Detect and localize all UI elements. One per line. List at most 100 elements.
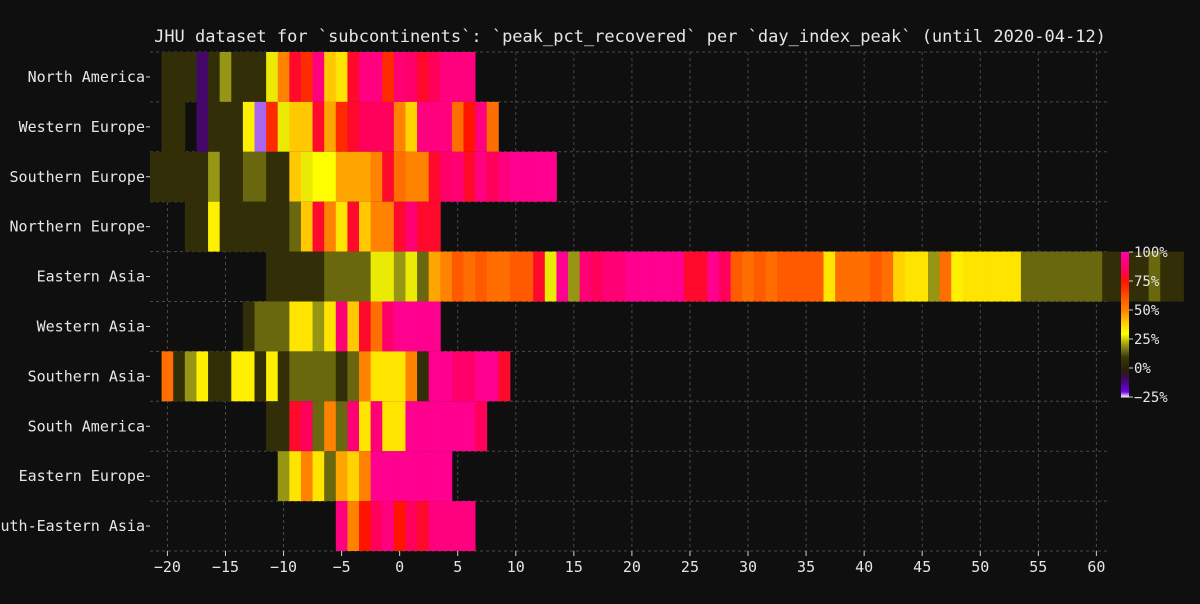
heatmap-cell [173,52,186,102]
heatmap-cell [347,451,360,502]
colorbar-segment [1121,270,1129,273]
heatmap-cell [1009,251,1022,302]
colorbar-segment [1121,284,1129,287]
heatmap-cell [208,151,221,202]
heatmap-cell [196,52,209,102]
colorbar-segment [1121,354,1129,356]
heatmap-cell [359,52,372,102]
heatmap-cell [266,251,279,302]
heatmap-cell [254,52,267,102]
heatmap-cell [486,151,499,202]
colorbar-segment [1121,267,1129,269]
colorbar-segment [1121,345,1129,348]
colorbar-segment [1121,337,1129,340]
colorbar-segment [1121,321,1129,324]
colorbar-segment [1121,358,1129,361]
colorbar-segment [1121,392,1129,395]
heatmap-cell [289,151,302,202]
heatmap-cell [277,451,290,502]
heatmap-cell [312,251,325,302]
heatmap-cell [428,451,441,502]
heatmap-cell [962,251,975,302]
heatmap-cell [463,52,476,102]
colorbar-segment [1121,342,1129,345]
y-tick-label: Eastern Asia [37,268,145,286]
heatmap-cell [242,52,255,102]
colorbar-segment [1121,347,1129,349]
heatmap-cell [440,101,453,152]
heatmap-cell [359,251,372,302]
colorbar-segment [1121,325,1129,327]
colorbar-segment [1121,283,1129,285]
heatmap-cell [1148,251,1161,302]
colorbar-segment [1121,333,1129,335]
heatmap-cell [370,451,383,502]
heatmap-cell [393,301,406,352]
heatmap-cell [312,301,325,352]
heatmap-cell [370,401,383,452]
y-tick-label: Southern Asia [28,367,145,385]
colorbar-segment [1121,364,1129,367]
heatmap-cell [440,501,453,551]
heatmap-cell [382,401,395,452]
heatmap-cell [370,101,383,152]
heatmap-cell [649,251,662,302]
heatmap-cell [289,351,302,402]
heatmap-cell [324,151,337,202]
heatmap-cell [161,101,174,152]
x-tick-label: 10 [507,558,525,576]
y-tick-label: Western Europe [19,118,145,136]
heatmap-cell [393,101,406,152]
colorbar-segment [1121,282,1129,284]
colorbar-segment [1121,307,1129,310]
heatmap-cell [370,501,383,551]
heatmap-cell [359,451,372,502]
heatmap-cell [347,401,360,452]
heatmap-cell [335,251,348,302]
heatmap-cell [893,251,906,302]
heatmap-cell [359,151,372,202]
heatmap-cell [300,251,313,302]
heatmap-cell [1078,251,1091,302]
colorbar-segment [1121,306,1129,309]
cells-layer [150,52,1184,551]
heatmap-cell [417,501,430,551]
colorbar-segment [1121,268,1129,270]
heatmap-cell [254,351,267,402]
colorbar-segment [1121,254,1129,256]
heatmap-cell [417,401,430,452]
y-tick-label: Northern Europe [10,218,145,236]
heatmap-cell [242,151,255,202]
colorbar-segment [1121,296,1129,298]
x-tick-label: 25 [681,558,699,576]
heatmap-cell [266,52,279,102]
colorbar-segment [1121,332,1129,334]
heatmap-cell [219,52,232,102]
colorbar-segment [1121,260,1129,262]
heatmap-cell [335,501,348,551]
colorbar-segment [1121,262,1129,265]
heatmap-cell [451,251,464,302]
chart-title: JHU dataset for `subcontinents`: `peak_p… [154,27,1106,47]
heatmap-cell [312,451,325,502]
heatmap-cell [300,451,313,502]
heatmap-cell [184,52,197,102]
colorbar-segment [1121,265,1129,268]
heatmap-cell [393,501,406,551]
heatmap-cell [277,251,290,302]
heatmap-cell [208,201,221,252]
colorbar-segment [1121,352,1129,355]
heatmap-cell [533,151,546,202]
colorbar-segment [1121,294,1129,297]
colorbar-segment [1121,257,1129,260]
heatmap-cell [463,351,476,402]
heatmap-cell [405,351,418,402]
heatmap-cell [196,351,209,402]
colorbar-segment [1121,350,1129,353]
heatmap-cell [835,251,848,302]
heatmap-cell [277,52,290,102]
heatmap-cell [1090,251,1103,302]
heatmap-cell [289,251,302,302]
heatmap-cell [463,501,476,551]
heatmap-cell [231,101,244,152]
